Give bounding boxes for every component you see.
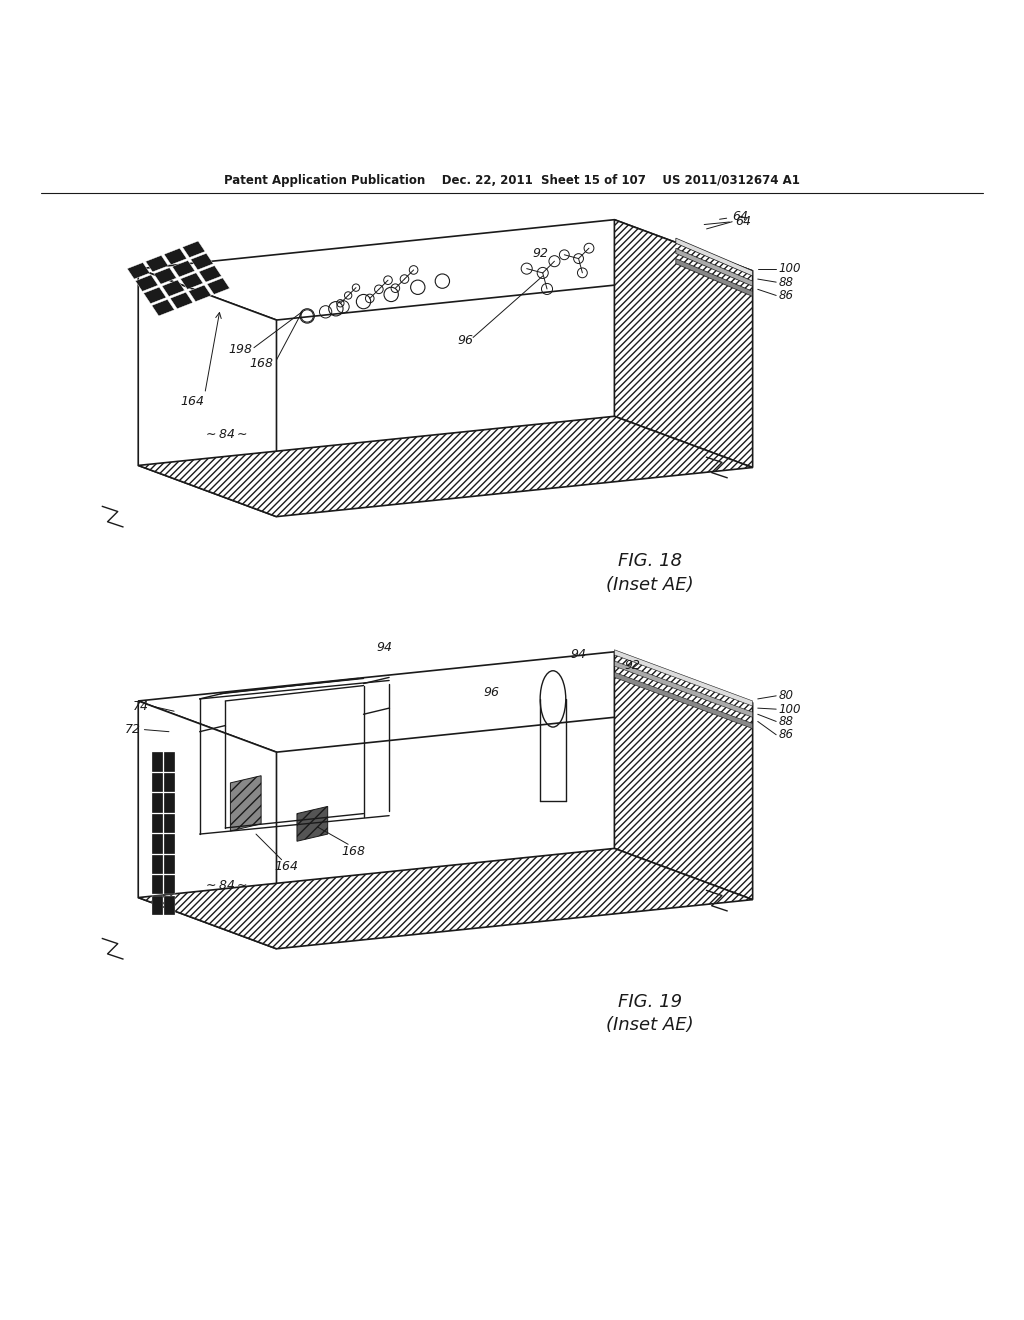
Text: 88: 88 <box>778 715 794 727</box>
Polygon shape <box>207 279 229 294</box>
Polygon shape <box>162 280 184 297</box>
Text: 164: 164 <box>180 396 205 408</box>
Text: 88: 88 <box>778 276 794 289</box>
Text: $\sim$84$\sim$: $\sim$84$\sim$ <box>203 879 248 892</box>
Polygon shape <box>172 260 195 277</box>
Polygon shape <box>164 834 175 854</box>
Polygon shape <box>676 248 753 286</box>
Text: 92: 92 <box>532 247 549 260</box>
Text: 74: 74 <box>132 700 148 713</box>
Polygon shape <box>138 219 753 319</box>
Polygon shape <box>152 772 163 792</box>
Polygon shape <box>138 269 276 516</box>
Polygon shape <box>182 242 205 257</box>
Polygon shape <box>145 255 168 272</box>
Polygon shape <box>180 273 203 289</box>
Polygon shape <box>164 813 175 833</box>
Polygon shape <box>676 238 753 276</box>
Text: 86: 86 <box>778 289 794 302</box>
Text: 96: 96 <box>458 334 474 347</box>
Text: 164: 164 <box>274 861 299 874</box>
Polygon shape <box>152 752 163 772</box>
Text: Patent Application Publication    Dec. 22, 2011  Sheet 15 of 107    US 2011/0312: Patent Application Publication Dec. 22, … <box>224 174 800 187</box>
Polygon shape <box>164 752 175 772</box>
Polygon shape <box>164 248 186 265</box>
Polygon shape <box>152 895 163 915</box>
Polygon shape <box>138 652 753 752</box>
Text: 80: 80 <box>778 689 794 702</box>
Polygon shape <box>164 772 175 792</box>
Polygon shape <box>614 661 753 717</box>
Text: 64: 64 <box>720 210 749 223</box>
Polygon shape <box>152 300 174 315</box>
Polygon shape <box>152 875 163 895</box>
Text: 92: 92 <box>625 659 641 672</box>
Polygon shape <box>138 849 753 949</box>
Text: 100: 100 <box>778 263 801 276</box>
Polygon shape <box>614 649 753 706</box>
Text: $\sim$84$\sim$: $\sim$84$\sim$ <box>203 428 248 441</box>
Polygon shape <box>164 895 175 915</box>
Text: 168: 168 <box>341 845 366 858</box>
Text: FIG. 18
(Inset AE): FIG. 18 (Inset AE) <box>606 553 694 594</box>
Text: 86: 86 <box>778 729 794 742</box>
Polygon shape <box>152 793 163 813</box>
Polygon shape <box>676 259 753 297</box>
Polygon shape <box>154 268 176 284</box>
Polygon shape <box>164 854 175 874</box>
Polygon shape <box>199 265 221 282</box>
Polygon shape <box>135 275 158 292</box>
Polygon shape <box>164 875 175 895</box>
Text: 94: 94 <box>376 642 392 655</box>
Polygon shape <box>152 813 163 833</box>
Text: 96: 96 <box>483 686 500 700</box>
Polygon shape <box>152 854 163 874</box>
Polygon shape <box>170 292 193 309</box>
Text: 168: 168 <box>249 356 273 370</box>
Polygon shape <box>297 807 328 841</box>
Polygon shape <box>614 672 753 729</box>
Polygon shape <box>188 285 211 301</box>
Polygon shape <box>143 288 166 304</box>
Text: 64: 64 <box>735 215 752 228</box>
Text: FIG. 19
(Inset AE): FIG. 19 (Inset AE) <box>606 993 694 1035</box>
Text: 94: 94 <box>570 648 587 661</box>
Polygon shape <box>152 834 163 854</box>
Polygon shape <box>127 263 150 279</box>
Text: 198: 198 <box>228 343 253 356</box>
Polygon shape <box>164 793 175 813</box>
Polygon shape <box>614 652 753 900</box>
Polygon shape <box>614 219 753 467</box>
Polygon shape <box>138 701 276 949</box>
Polygon shape <box>230 776 261 832</box>
Text: 72: 72 <box>125 723 141 737</box>
Polygon shape <box>190 253 213 269</box>
Polygon shape <box>138 416 753 516</box>
Text: 100: 100 <box>778 702 801 715</box>
